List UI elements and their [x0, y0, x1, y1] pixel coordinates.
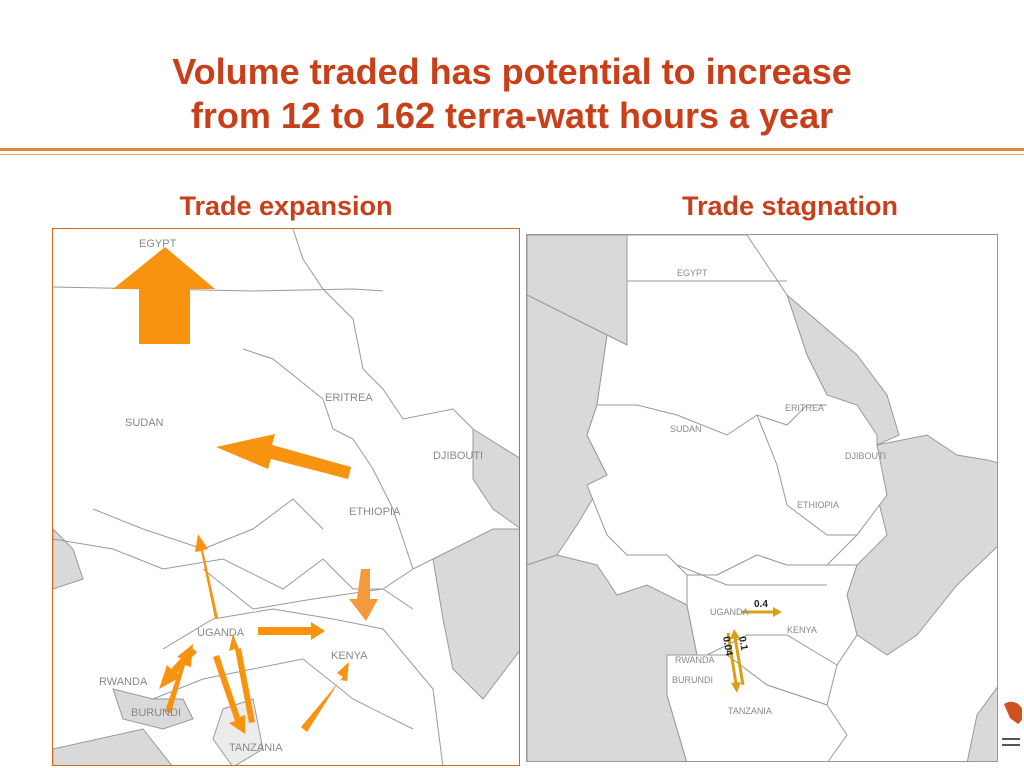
arrow-ethiopia-to-sudan: [216, 434, 351, 479]
trade-expansion-heading: Trade expansion: [179, 191, 393, 221]
label-kenya: KENYA: [787, 625, 817, 635]
label-rwanda: RWANDA: [675, 655, 715, 665]
label-sudan: SUDAN: [125, 417, 164, 429]
label-tanzania: TANZANIA: [229, 742, 283, 754]
label-tanzania: TANZANIA: [728, 706, 772, 716]
flow-value-uganda-kenya: 0.4: [754, 599, 768, 610]
label-ethiopia: ETHIOPIA: [349, 506, 401, 518]
flow-arrows: [113, 247, 378, 734]
land-white: [586, 235, 888, 761]
trade-stagnation-map: 0.4 0.04 0.1 EGYPT SUDAN ERITREA DJIBOUT…: [526, 234, 998, 762]
arrow-tanzania-to-kenya: [301, 662, 349, 732]
flow-arrows: [726, 607, 782, 693]
label-eritrea: ERITREA: [785, 403, 824, 413]
title-line-1: Volume traded has potential to increase: [172, 51, 852, 92]
trade-stagnation-heading: Trade stagnation: [681, 191, 899, 221]
trade-expansion-map: EGYPT SUDAN ERITREA DJIBOUTI ETHIOPIA UG…: [52, 228, 520, 766]
slide-title: Volume traded has potential to increase …: [0, 50, 1024, 138]
arrow-tanzania-to-uganda: [229, 634, 255, 723]
country-borders: [53, 229, 474, 765]
arrow-tanzania-to-uganda: [730, 629, 745, 686]
arrow-uganda-to-sudan: [195, 534, 218, 619]
flow-value-tanzania-uganda-a: 0.04: [720, 636, 734, 658]
label-eritrea: ERITREA: [325, 392, 373, 404]
arrow-ethiopia-to-kenya: [349, 569, 378, 621]
trade-stagnation-map-svg: 0.4 0.04 0.1 EGYPT SUDAN ERITREA DJIBOUT…: [527, 235, 997, 761]
label-djibouti: DJIBOUTI: [433, 450, 483, 462]
title-divider: [0, 148, 1024, 151]
title-line-2: from 12 to 162 terra-watt hours a year: [190, 95, 834, 136]
country-labels: EGYPT SUDAN ERITREA DJIBOUTI ETHIOPIA UG…: [670, 268, 886, 716]
label-uganda: UGANDA: [197, 627, 245, 639]
label-sudan: SUDAN: [670, 424, 702, 434]
flow-value-labels: 0.4 0.04 0.1: [720, 599, 768, 657]
logo-fragment: [1002, 701, 1022, 746]
label-djibouti: DJIBOUTI: [845, 451, 886, 461]
arrow-burundi-to-uganda: [165, 644, 193, 713]
arrow-uganda-to-kenya: [258, 622, 325, 640]
label-burundi: BURUNDI: [672, 675, 713, 685]
label-uganda: UGANDA: [710, 607, 749, 617]
arrow-uganda-to-kenya: [742, 607, 782, 617]
arrow-uganda-to-tanzania: [726, 632, 741, 693]
label-kenya: KENYA: [331, 650, 368, 662]
label-rwanda: RWANDA: [99, 676, 148, 688]
country-labels: EGYPT SUDAN ERITREA DJIBOUTI ETHIOPIA UG…: [99, 238, 483, 754]
trade-expansion-map-svg: EGYPT SUDAN ERITREA DJIBOUTI ETHIOPIA UG…: [53, 229, 519, 765]
flow-value-tanzania-uganda-b: 0.1: [736, 636, 749, 652]
title-divider-thin: [0, 154, 1024, 155]
arrow-uganda-to-tanzania: [213, 655, 245, 734]
label-egypt: EGYPT: [139, 238, 177, 250]
internal-borders: [597, 280, 857, 666]
label-ethiopia: ETHIOPIA: [797, 500, 839, 510]
land-background: [53, 428, 519, 765]
label-burundi: BURUNDI: [131, 707, 181, 719]
arrow-to-egypt: [113, 247, 215, 344]
label-egypt: EGYPT: [677, 268, 708, 278]
